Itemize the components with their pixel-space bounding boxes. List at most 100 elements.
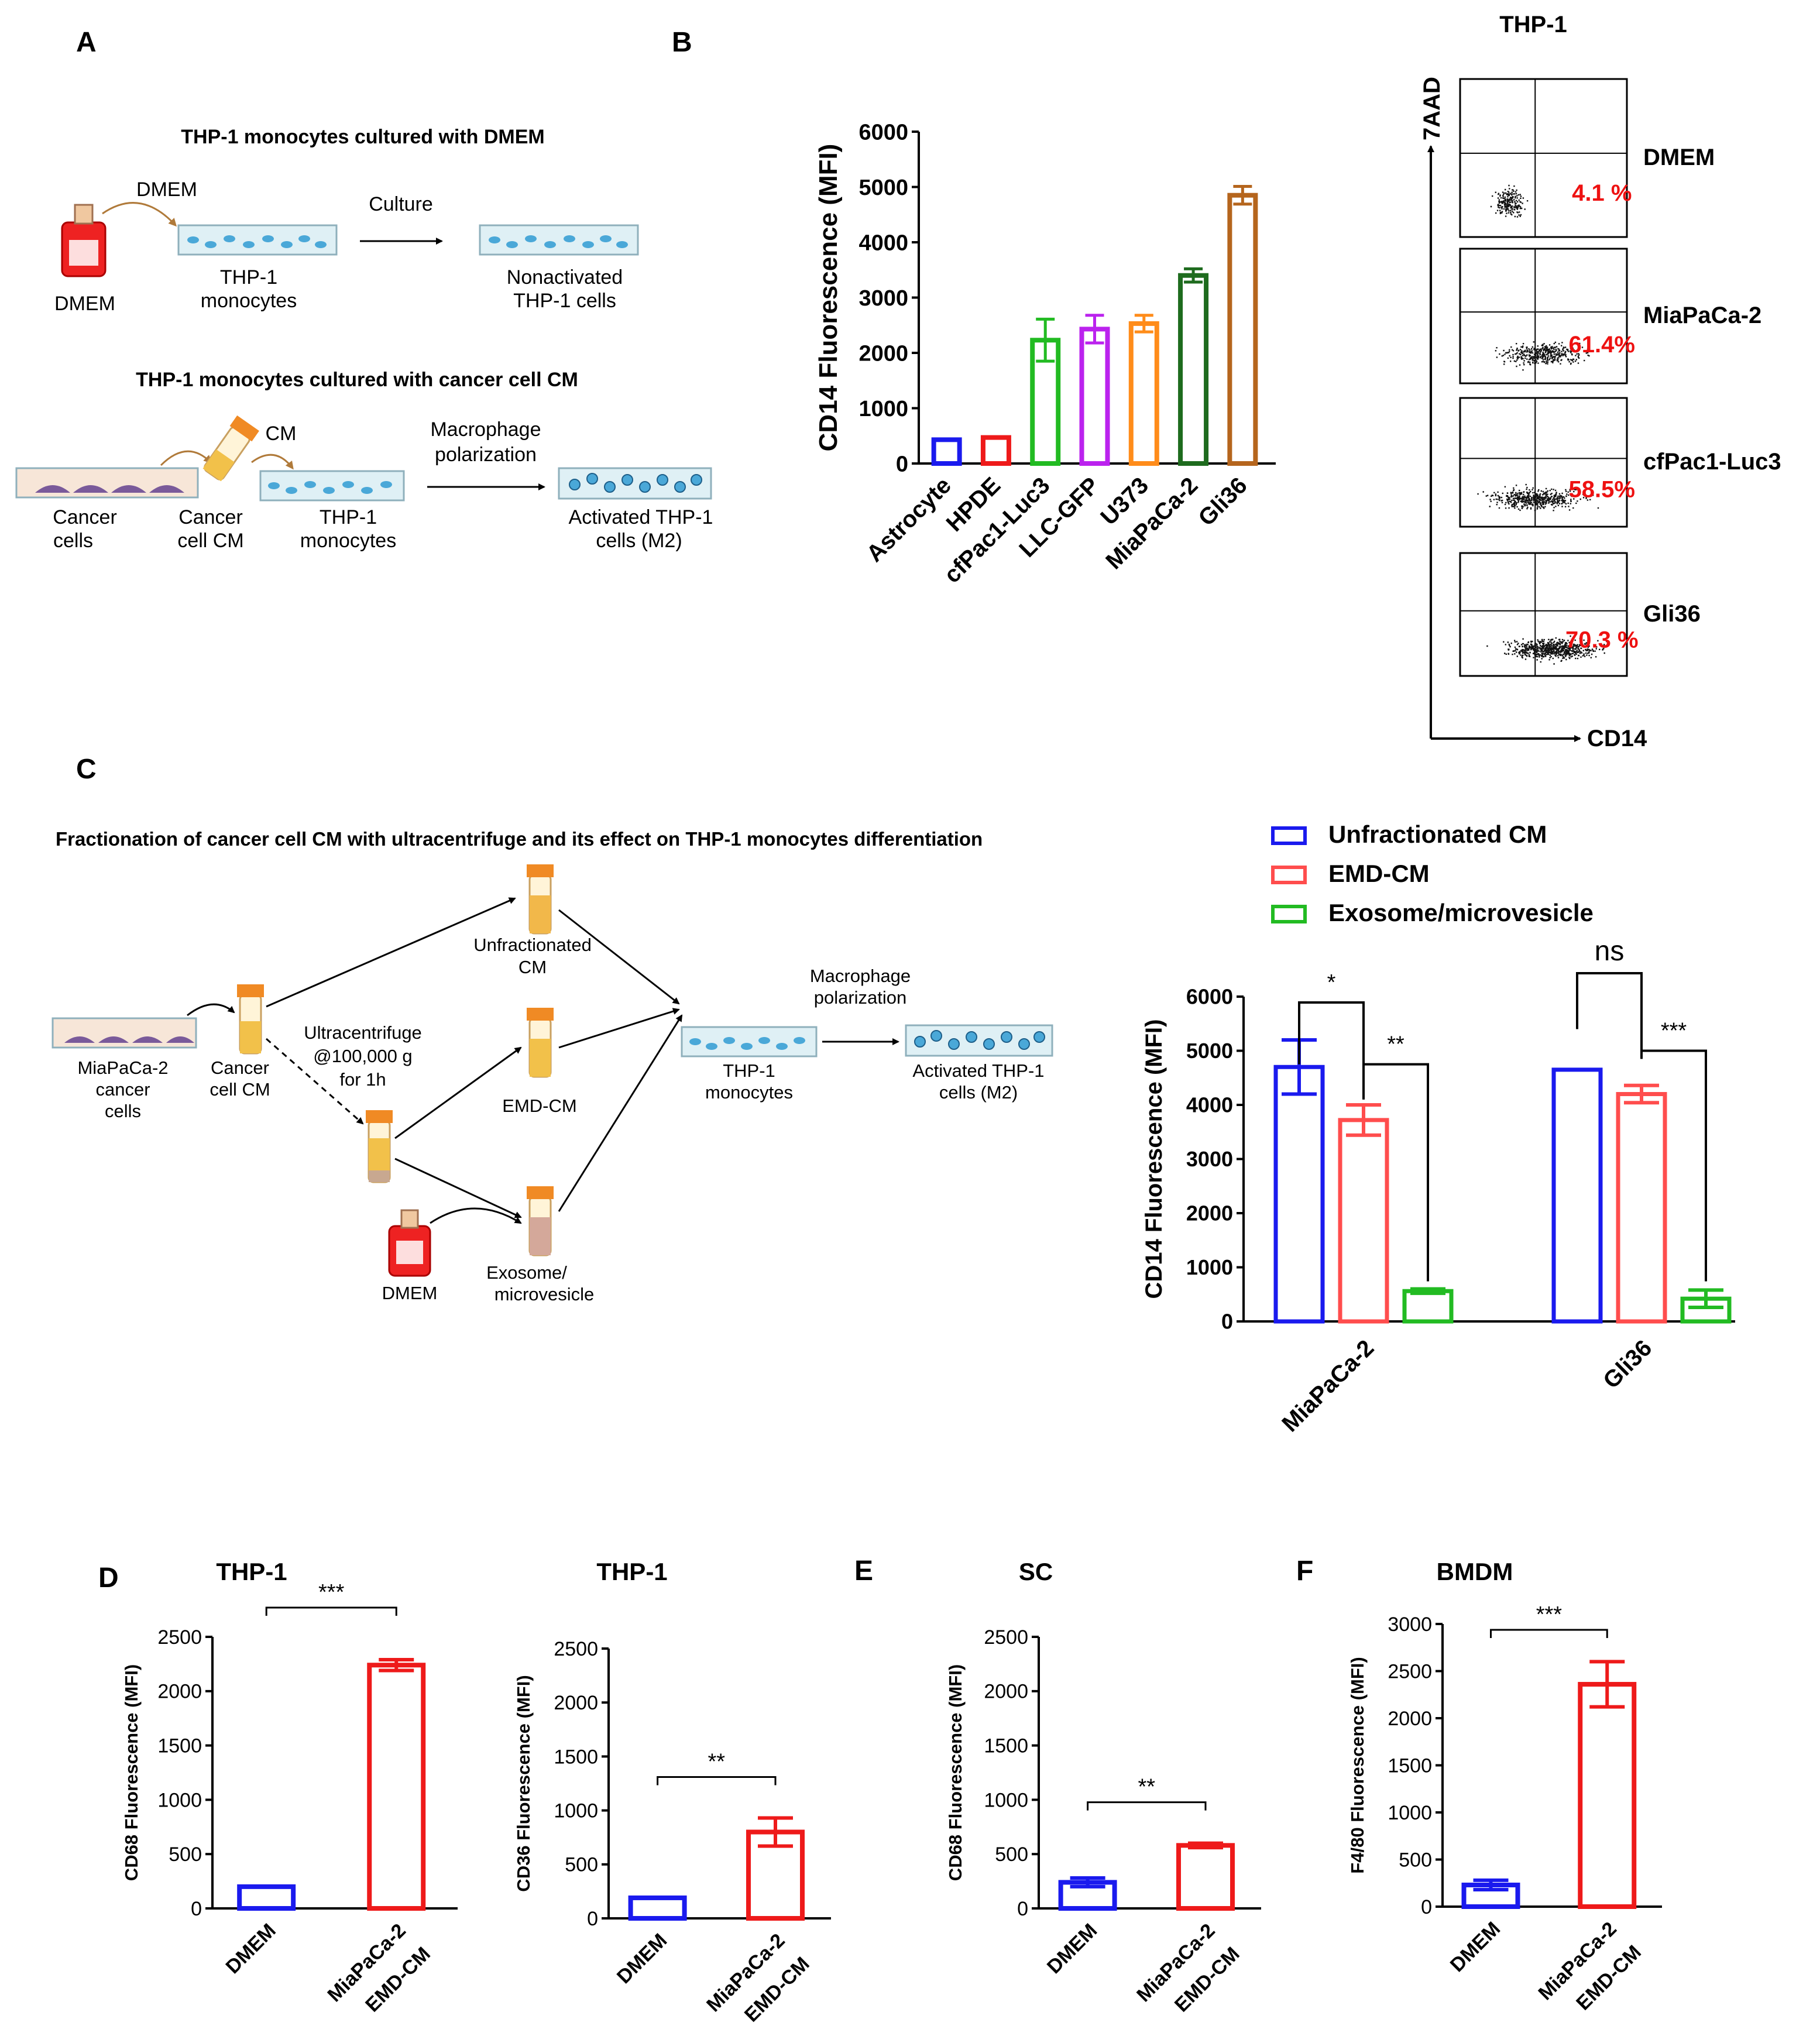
y-tick-label: 2000 bbox=[157, 1681, 202, 1703]
flow-dots bbox=[1495, 341, 1590, 371]
bracket-line bbox=[265, 1606, 397, 1616]
bar bbox=[1551, 1067, 1603, 1324]
emd-label: EMD-CM bbox=[502, 1096, 576, 1116]
flow-y-label: 7AAD bbox=[1419, 77, 1445, 140]
y-tick-label: 0 bbox=[191, 1898, 202, 1920]
bar bbox=[1338, 1118, 1389, 1324]
unfractionated-label-2: CM bbox=[518, 957, 547, 977]
flow-dots bbox=[1486, 635, 1608, 665]
y-axis-label: CD68 Fluorescence (MFI) bbox=[121, 1664, 142, 1881]
y-tick-label: 1500 bbox=[554, 1746, 598, 1768]
thp1-cm-label-2: monocytes bbox=[300, 530, 396, 552]
flow-x-label: CD14 bbox=[1587, 726, 1647, 751]
cm-add-arrow bbox=[251, 454, 294, 470]
flow-sample-label: cfPac1-Luc3 bbox=[1643, 449, 1781, 475]
y-tick-label: 0 bbox=[587, 1908, 598, 1930]
bracket-line bbox=[1087, 1801, 1207, 1811]
y-tick-label: 4000 bbox=[859, 231, 908, 255]
y-tick-label: 5000 bbox=[859, 176, 908, 200]
activated-label-2: cells (M2) bbox=[596, 530, 682, 552]
chart-c: 0 1000 2000 3000 4000 5000 6000 CD14 Fluorescen… bbox=[1141, 820, 1735, 1437]
thp1-label-2: monocytes bbox=[201, 290, 297, 312]
cancer-cm-c-label-1: Cancer bbox=[211, 1057, 269, 1078]
macrophage-c-label-1: Macrophage bbox=[810, 966, 911, 986]
activated-c-label-2: cells (M2) bbox=[939, 1082, 1018, 1103]
significance-bracket: * bbox=[1298, 970, 1365, 1100]
chart-title: BMDM bbox=[1437, 1558, 1513, 1585]
significance-label: ** bbox=[1138, 1775, 1156, 1800]
cm-collect-arrow bbox=[160, 450, 212, 466]
flow-dot-cloud bbox=[1490, 184, 1529, 218]
x-tick-label: DMEM bbox=[1043, 1920, 1101, 1978]
flow-dot-cloud bbox=[1486, 635, 1608, 665]
ultracentrifuge-label-2: @100,000 g bbox=[313, 1046, 412, 1066]
panel-c-title: Fractionation of cancer cell CM with ult… bbox=[56, 828, 983, 850]
y-axis-label: CD14 Fluorescence (MFI) bbox=[1141, 1019, 1167, 1299]
thp1-dish-icon bbox=[177, 224, 338, 256]
y-tick-label: 1000 bbox=[1388, 1802, 1432, 1824]
panel-a-title-cm: THP-1 monocytes cultured with cancer cel… bbox=[136, 369, 578, 391]
chart-b: 0 1000 2000 3000 4000 5000 6000 CD14 Fluorescen… bbox=[814, 120, 1276, 588]
unfractionated-label-1: Unfractionated bbox=[473, 935, 592, 955]
x-tick-label: Gli36 bbox=[1598, 1335, 1657, 1393]
cancer-cm-tube-c-icon bbox=[237, 984, 264, 1055]
nonactivated-label-2: THP-1 cells bbox=[513, 290, 616, 312]
flow-sample-label: DMEM bbox=[1643, 145, 1715, 170]
legend-label: Unfractionated CM bbox=[1328, 820, 1547, 848]
y-axis-label: F4/80 Fluorescence (MFI) bbox=[1347, 1657, 1368, 1873]
ultracentrifuge-label-1: Ultracentrifuge bbox=[304, 1022, 422, 1043]
exo-to-thp-arrow bbox=[558, 1014, 683, 1212]
thp1-c-label-2: monocytes bbox=[705, 1082, 793, 1103]
to-exosome-arrow bbox=[394, 1158, 522, 1218]
collect-cm-arrow bbox=[187, 1003, 235, 1017]
flow-dot-cloud bbox=[1495, 341, 1590, 371]
thp1-c-label-1: THP-1 bbox=[723, 1060, 775, 1081]
significance-bracket: ns bbox=[1576, 936, 1643, 1059]
flow-plot-2: 61.4% MiaPaCa-2 bbox=[1459, 248, 1761, 384]
activated-label-1: Activated THP-1 bbox=[569, 506, 713, 528]
flow-plot-frame bbox=[1459, 248, 1628, 384]
flow-percentage: 4.1 % bbox=[1572, 180, 1632, 206]
dmem-transfer-arrow bbox=[102, 202, 177, 227]
significance-label: *** bbox=[1661, 1019, 1687, 1043]
significance-bracket: ** bbox=[1087, 1775, 1207, 1811]
y-tick-label: 3000 bbox=[1186, 1147, 1233, 1171]
flow-dots bbox=[1490, 184, 1529, 218]
y-tick-label: 0 bbox=[896, 452, 908, 476]
y-tick-label: 1000 bbox=[859, 397, 908, 421]
y-tick-label: 1000 bbox=[157, 1789, 202, 1811]
bracket-line bbox=[1640, 1049, 1707, 1282]
chart-e: 0 500 1000 1500 2000 2500 CD68 Fluorescence (M… bbox=[945, 1558, 1261, 2016]
miapaca-label-1: MiaPaCa-2 bbox=[77, 1057, 168, 1078]
x-tick-label: DMEM bbox=[222, 1920, 280, 1978]
flow-plots: 4.1 % DMEM 61.4% MiaPaCa-2 58.5% cfPac1-Luc3 7… bbox=[1459, 78, 1781, 677]
chart-d-cd36: 0 500 1000 1500 2000 2500 CD36 Fluorescence (M… bbox=[513, 1558, 831, 2026]
panel-label-a: A bbox=[76, 27, 97, 58]
cancer-cells-label-1: Cancer bbox=[53, 506, 117, 528]
y-tick-label: 2000 bbox=[984, 1681, 1028, 1703]
chart-f: 0 500 1000 1500 2000 2500 3000 F4/80 Fluorescen… bbox=[1347, 1558, 1662, 2014]
significance-label: *** bbox=[1536, 1602, 1563, 1627]
y-tick-label: 2000 bbox=[1186, 1201, 1233, 1225]
bracket-line bbox=[1576, 972, 1643, 1059]
unfractionated-tube-icon bbox=[527, 864, 554, 935]
panel-label-d: D bbox=[98, 1563, 119, 1594]
x-tick-label: Gli36 bbox=[1193, 472, 1252, 531]
y-axis-label: CD68 Fluorescence (MFI) bbox=[945, 1664, 966, 1881]
legend-swatch bbox=[1271, 905, 1307, 923]
x-tick-label: DMEM bbox=[613, 1929, 671, 1988]
panel-a-schematic: THP-1 monocytes cultured with DMEM DMEM … bbox=[15, 126, 713, 552]
activated-c-label-1: Activated THP-1 bbox=[912, 1060, 1044, 1081]
dmem-flask-c-icon bbox=[388, 1209, 431, 1277]
activated-dish-icon bbox=[558, 467, 712, 500]
y-tick-label: 500 bbox=[169, 1843, 202, 1866]
significance-label: ns bbox=[1595, 936, 1625, 967]
bar bbox=[980, 435, 1011, 466]
dmem-c-label: DMEM bbox=[382, 1283, 438, 1303]
y-tick-label: 500 bbox=[565, 1854, 598, 1876]
y-tick-label: 2000 bbox=[1388, 1708, 1432, 1730]
y-tick-label: 0 bbox=[1421, 1896, 1432, 1918]
y-axis-label: CD14 Fluorescence (MFI) bbox=[814, 144, 843, 452]
macrophage-label-1: Macrophage bbox=[430, 418, 541, 441]
y-tick-label: 6000 bbox=[1186, 985, 1233, 1009]
